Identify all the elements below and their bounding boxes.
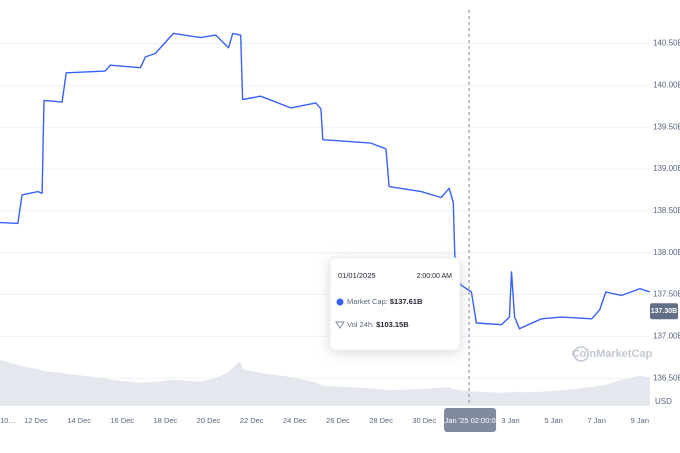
currency-label: USD bbox=[655, 397, 672, 406]
volume-area bbox=[0, 359, 650, 405]
y-tick-label: 140.50B bbox=[653, 39, 680, 48]
volume-layer bbox=[0, 359, 650, 405]
x-tick-label: 28 Dec bbox=[369, 416, 393, 425]
tooltip-date: 01/01/2025 bbox=[338, 271, 376, 280]
tooltip-dot bbox=[336, 298, 344, 306]
y-tick-label: 138.00B bbox=[653, 248, 680, 257]
tooltip-time: 2:00:00 AM bbox=[417, 273, 453, 280]
x-tick-label: 26 Dec bbox=[326, 416, 350, 425]
watermark-icon bbox=[573, 346, 589, 362]
x-tick-label: 5 Jan bbox=[544, 416, 562, 425]
tooltip-label: Market Cap: bbox=[347, 297, 388, 306]
x-tick-label: 14 Dec bbox=[67, 416, 91, 425]
current-value-tag bbox=[650, 303, 678, 320]
x-tick-label: 9 Jan bbox=[631, 416, 649, 425]
y-tick-label: 139.00B bbox=[653, 164, 680, 173]
tooltip-label: Vol 24h: bbox=[347, 320, 374, 329]
tooltip-value: $137.61B bbox=[390, 297, 423, 306]
x-tick-label: 16 Dec bbox=[110, 416, 134, 425]
line-layer bbox=[0, 32, 651, 330]
y-tick-label: 137.50B bbox=[653, 290, 680, 299]
x-tick-label: 22 Dec bbox=[240, 416, 264, 425]
price-line bbox=[0, 32, 651, 330]
watermark: CoinMarketCap bbox=[572, 348, 653, 360]
x-tick-label: 18 Dec bbox=[154, 416, 178, 425]
x-tick-label: 24 Dec bbox=[283, 416, 307, 425]
y-tick-label: 138.50B bbox=[653, 206, 680, 215]
x-tick-highlight bbox=[444, 408, 497, 432]
x-tick-label: 7 Jan bbox=[588, 416, 606, 425]
tooltip-row: Market Cap: $137.61B bbox=[347, 297, 423, 306]
y-tick-label: 140.00B bbox=[653, 80, 680, 89]
x-tick-label: 30 Dec bbox=[412, 416, 436, 425]
tooltip-icon bbox=[335, 321, 345, 329]
y-tick-label: 136.50B bbox=[653, 373, 680, 382]
tooltip: 01/01/2025 2:00:00 AM Market Cap: $137.61B V… bbox=[329, 10, 470, 405]
x-tick-label: 20 Dec bbox=[197, 416, 221, 425]
y-tick-label: 137.00B bbox=[653, 331, 680, 340]
current-value-label: 137.30B bbox=[651, 308, 677, 315]
x-tick-label: 1 Jan '25 02:00:00 bbox=[438, 416, 499, 425]
axis-labels: 136.50B 137.00B 137.50B 138.00B 138.50B 139.0… bbox=[0, 39, 680, 432]
x-tick-label: 10… bbox=[0, 416, 16, 425]
x-tick-label: 3 Jan bbox=[501, 416, 519, 425]
y-tick-label: 139.50B bbox=[653, 122, 680, 131]
tooltip-row: Vol 24h: $103.15B bbox=[347, 320, 409, 329]
tooltip-box bbox=[329, 257, 461, 351]
tooltip-value: $103.15B bbox=[376, 320, 409, 329]
x-tick-label: 12 Dec bbox=[24, 416, 48, 425]
